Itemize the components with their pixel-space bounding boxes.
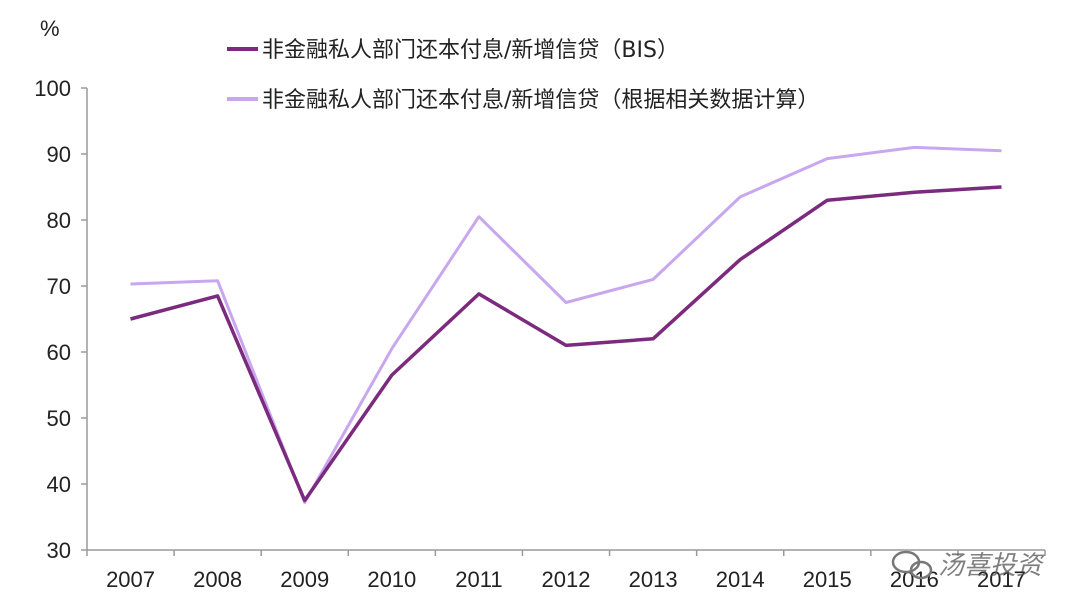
x-tick-label: 2013 [629,567,678,592]
series-lines [130,145,1002,504]
y-tick-label: 50 [47,406,71,431]
y-axis-unit-label: % [40,16,60,41]
x-tick-label: 2009 [280,567,329,592]
watermark: 汤喜投资 [891,550,1045,581]
x-tick-label: 2011 [455,567,502,592]
x-tick-label: 2014 [716,567,765,592]
y-tick-label: 90 [47,142,71,167]
x-tick-label: 2012 [542,567,591,592]
y-tick-label: 30 [47,538,71,563]
x-tick-label: 2017 [977,567,1026,592]
y-tick-label: 70 [47,274,71,299]
y-tick-label: 100 [34,76,71,101]
y-tick-label: 60 [47,340,71,365]
legend-label-bis: 非金融私人部门还本付息/新增信贷（BIS） [262,38,679,63]
legend: 非金融私人部门还本付息/新增信贷（BIS） 非金融私人部门还本付息/新增信贷（根… [227,38,819,113]
y-tick-label: 80 [47,208,71,233]
series-line-calculated [130,145,1002,504]
legend-label-calculated: 非金融私人部门还本付息/新增信贷（根据相关数据计算） [262,88,819,113]
y-tick-label: 40 [47,472,71,497]
x-tick-label: 2007 [106,567,155,592]
x-tick-labels: 2007 2008 2009 2010 2011 2012 2013 2014 2015 2016… [106,567,1026,592]
axes [81,87,1046,556]
wechat-icon [891,550,933,580]
x-tick-label: 2015 [803,567,852,592]
x-tick-label: 2010 [367,567,416,592]
watermark-text: 汤喜投资 [938,551,1045,581]
y-tick-labels: 30 40 50 60 70 80 90 100 [34,76,71,563]
series-line-bis [130,185,1002,503]
x-tick-label: 2008 [193,567,242,592]
